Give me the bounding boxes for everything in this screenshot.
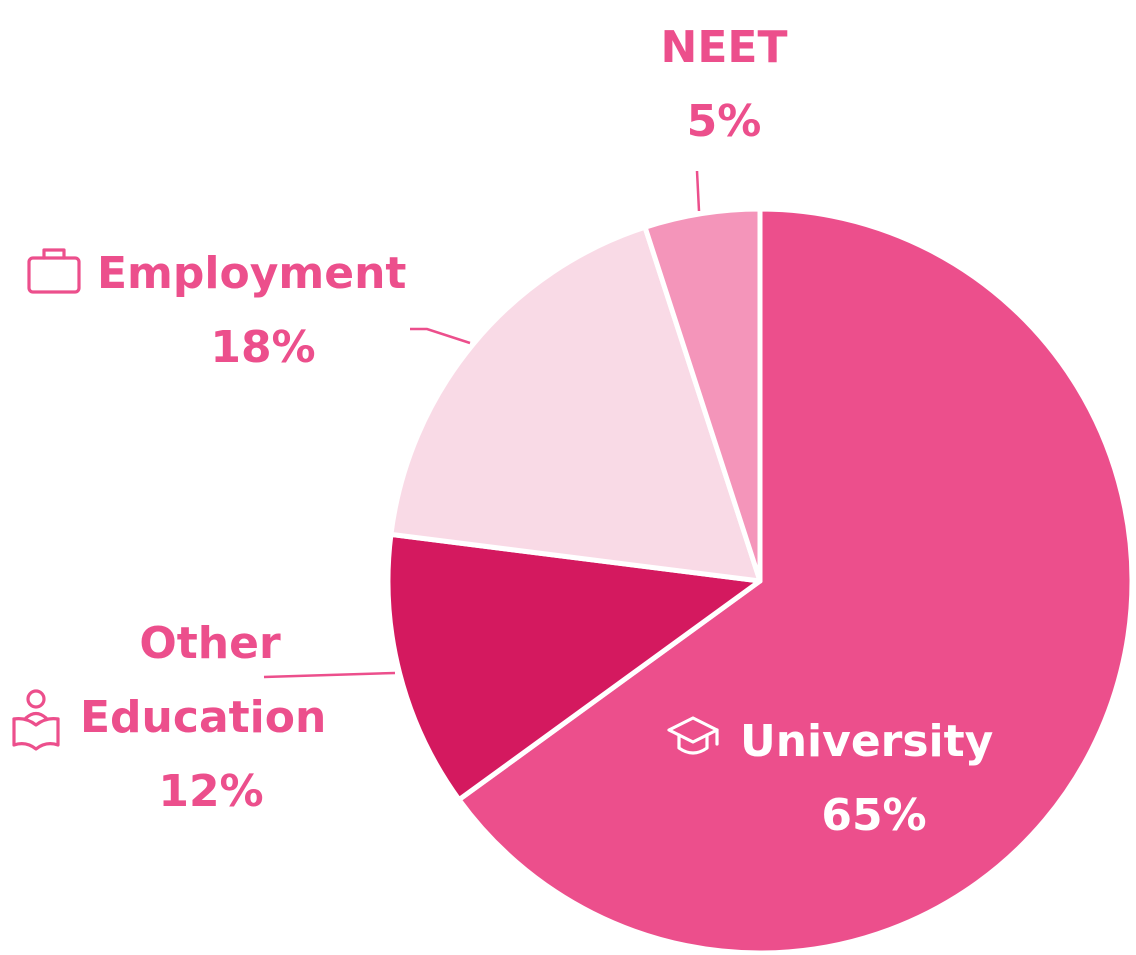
slice-value-other-education: 12% — [158, 766, 263, 817]
pie-slice-other-education — [385, 531, 763, 803]
slice-label-employment: Employment 18% — [27, 248, 406, 373]
pie-slice-neet — [642, 206, 763, 584]
leader-line-neet — [695, 170, 701, 212]
pie-slices — [385, 206, 1135, 955]
slice-name-other-education-line2: Education — [80, 692, 326, 743]
slice-name-university: University — [740, 716, 993, 767]
slice-value-university: 65% — [821, 790, 926, 841]
slice-name-employment: Employment — [97, 248, 406, 299]
slice-value-employment: 18% — [210, 322, 315, 373]
slice-label-neet: NEET 5% — [661, 22, 788, 147]
leader-line-employment — [410, 327, 471, 345]
book-reader-icon — [12, 689, 60, 751]
leader-line-other-education — [263, 671, 396, 679]
slice-label-other-education: Other Education 12% — [12, 618, 326, 817]
slice-name-neet: NEET — [661, 22, 788, 73]
slice-value-neet: 5% — [687, 96, 762, 147]
pie-slice-employment — [388, 224, 763, 584]
briefcase-icon — [27, 248, 81, 294]
pie-slice-university — [456, 206, 1135, 955]
leader-lines — [263, 170, 701, 679]
graduation-cap-icon — [667, 716, 719, 755]
slice-label-university: University 65% — [667, 716, 993, 841]
slice-name-other-education-line1: Other — [139, 618, 281, 669]
